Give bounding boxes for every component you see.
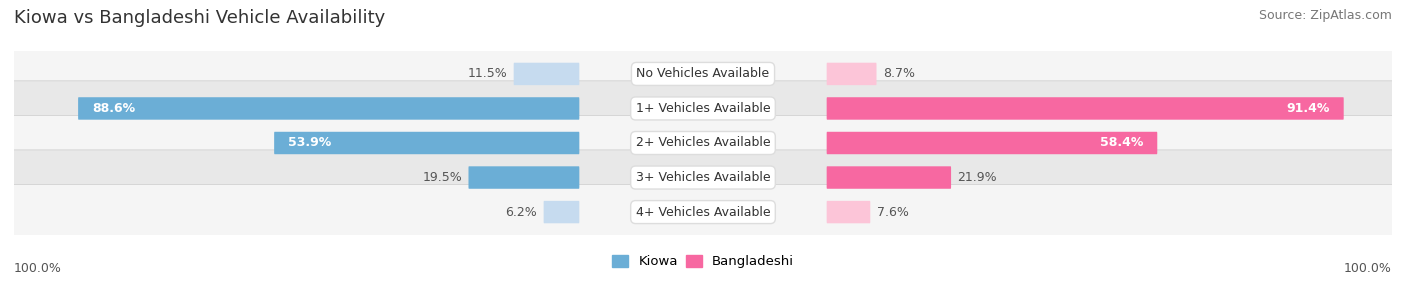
FancyBboxPatch shape	[13, 115, 1393, 171]
Text: Source: ZipAtlas.com: Source: ZipAtlas.com	[1258, 9, 1392, 21]
FancyBboxPatch shape	[468, 166, 579, 189]
FancyBboxPatch shape	[827, 166, 950, 189]
FancyBboxPatch shape	[274, 132, 579, 154]
Text: 4+ Vehicles Available: 4+ Vehicles Available	[636, 206, 770, 219]
Text: 8.7%: 8.7%	[883, 67, 915, 80]
Text: 88.6%: 88.6%	[93, 102, 135, 115]
Text: 58.4%: 58.4%	[1099, 136, 1143, 150]
Text: 2+ Vehicles Available: 2+ Vehicles Available	[636, 136, 770, 150]
Text: 100.0%: 100.0%	[1344, 262, 1392, 275]
Text: 91.4%: 91.4%	[1286, 102, 1330, 115]
Text: 19.5%: 19.5%	[422, 171, 463, 184]
FancyBboxPatch shape	[13, 184, 1393, 240]
Text: Kiowa vs Bangladeshi Vehicle Availability: Kiowa vs Bangladeshi Vehicle Availabilit…	[14, 9, 385, 27]
FancyBboxPatch shape	[827, 132, 1157, 154]
Legend: Kiowa, Bangladeshi: Kiowa, Bangladeshi	[606, 250, 800, 274]
FancyBboxPatch shape	[79, 97, 579, 120]
FancyBboxPatch shape	[827, 63, 876, 85]
Text: 1+ Vehicles Available: 1+ Vehicles Available	[636, 102, 770, 115]
Text: 3+ Vehicles Available: 3+ Vehicles Available	[636, 171, 770, 184]
FancyBboxPatch shape	[513, 63, 579, 85]
Text: 53.9%: 53.9%	[288, 136, 332, 150]
Text: 7.6%: 7.6%	[877, 206, 908, 219]
Text: No Vehicles Available: No Vehicles Available	[637, 67, 769, 80]
Text: 6.2%: 6.2%	[505, 206, 537, 219]
FancyBboxPatch shape	[13, 81, 1393, 136]
FancyBboxPatch shape	[827, 201, 870, 223]
FancyBboxPatch shape	[827, 97, 1344, 120]
Text: 11.5%: 11.5%	[467, 67, 508, 80]
Text: 21.9%: 21.9%	[957, 171, 997, 184]
FancyBboxPatch shape	[544, 201, 579, 223]
FancyBboxPatch shape	[13, 150, 1393, 205]
Text: 100.0%: 100.0%	[14, 262, 62, 275]
FancyBboxPatch shape	[13, 46, 1393, 102]
